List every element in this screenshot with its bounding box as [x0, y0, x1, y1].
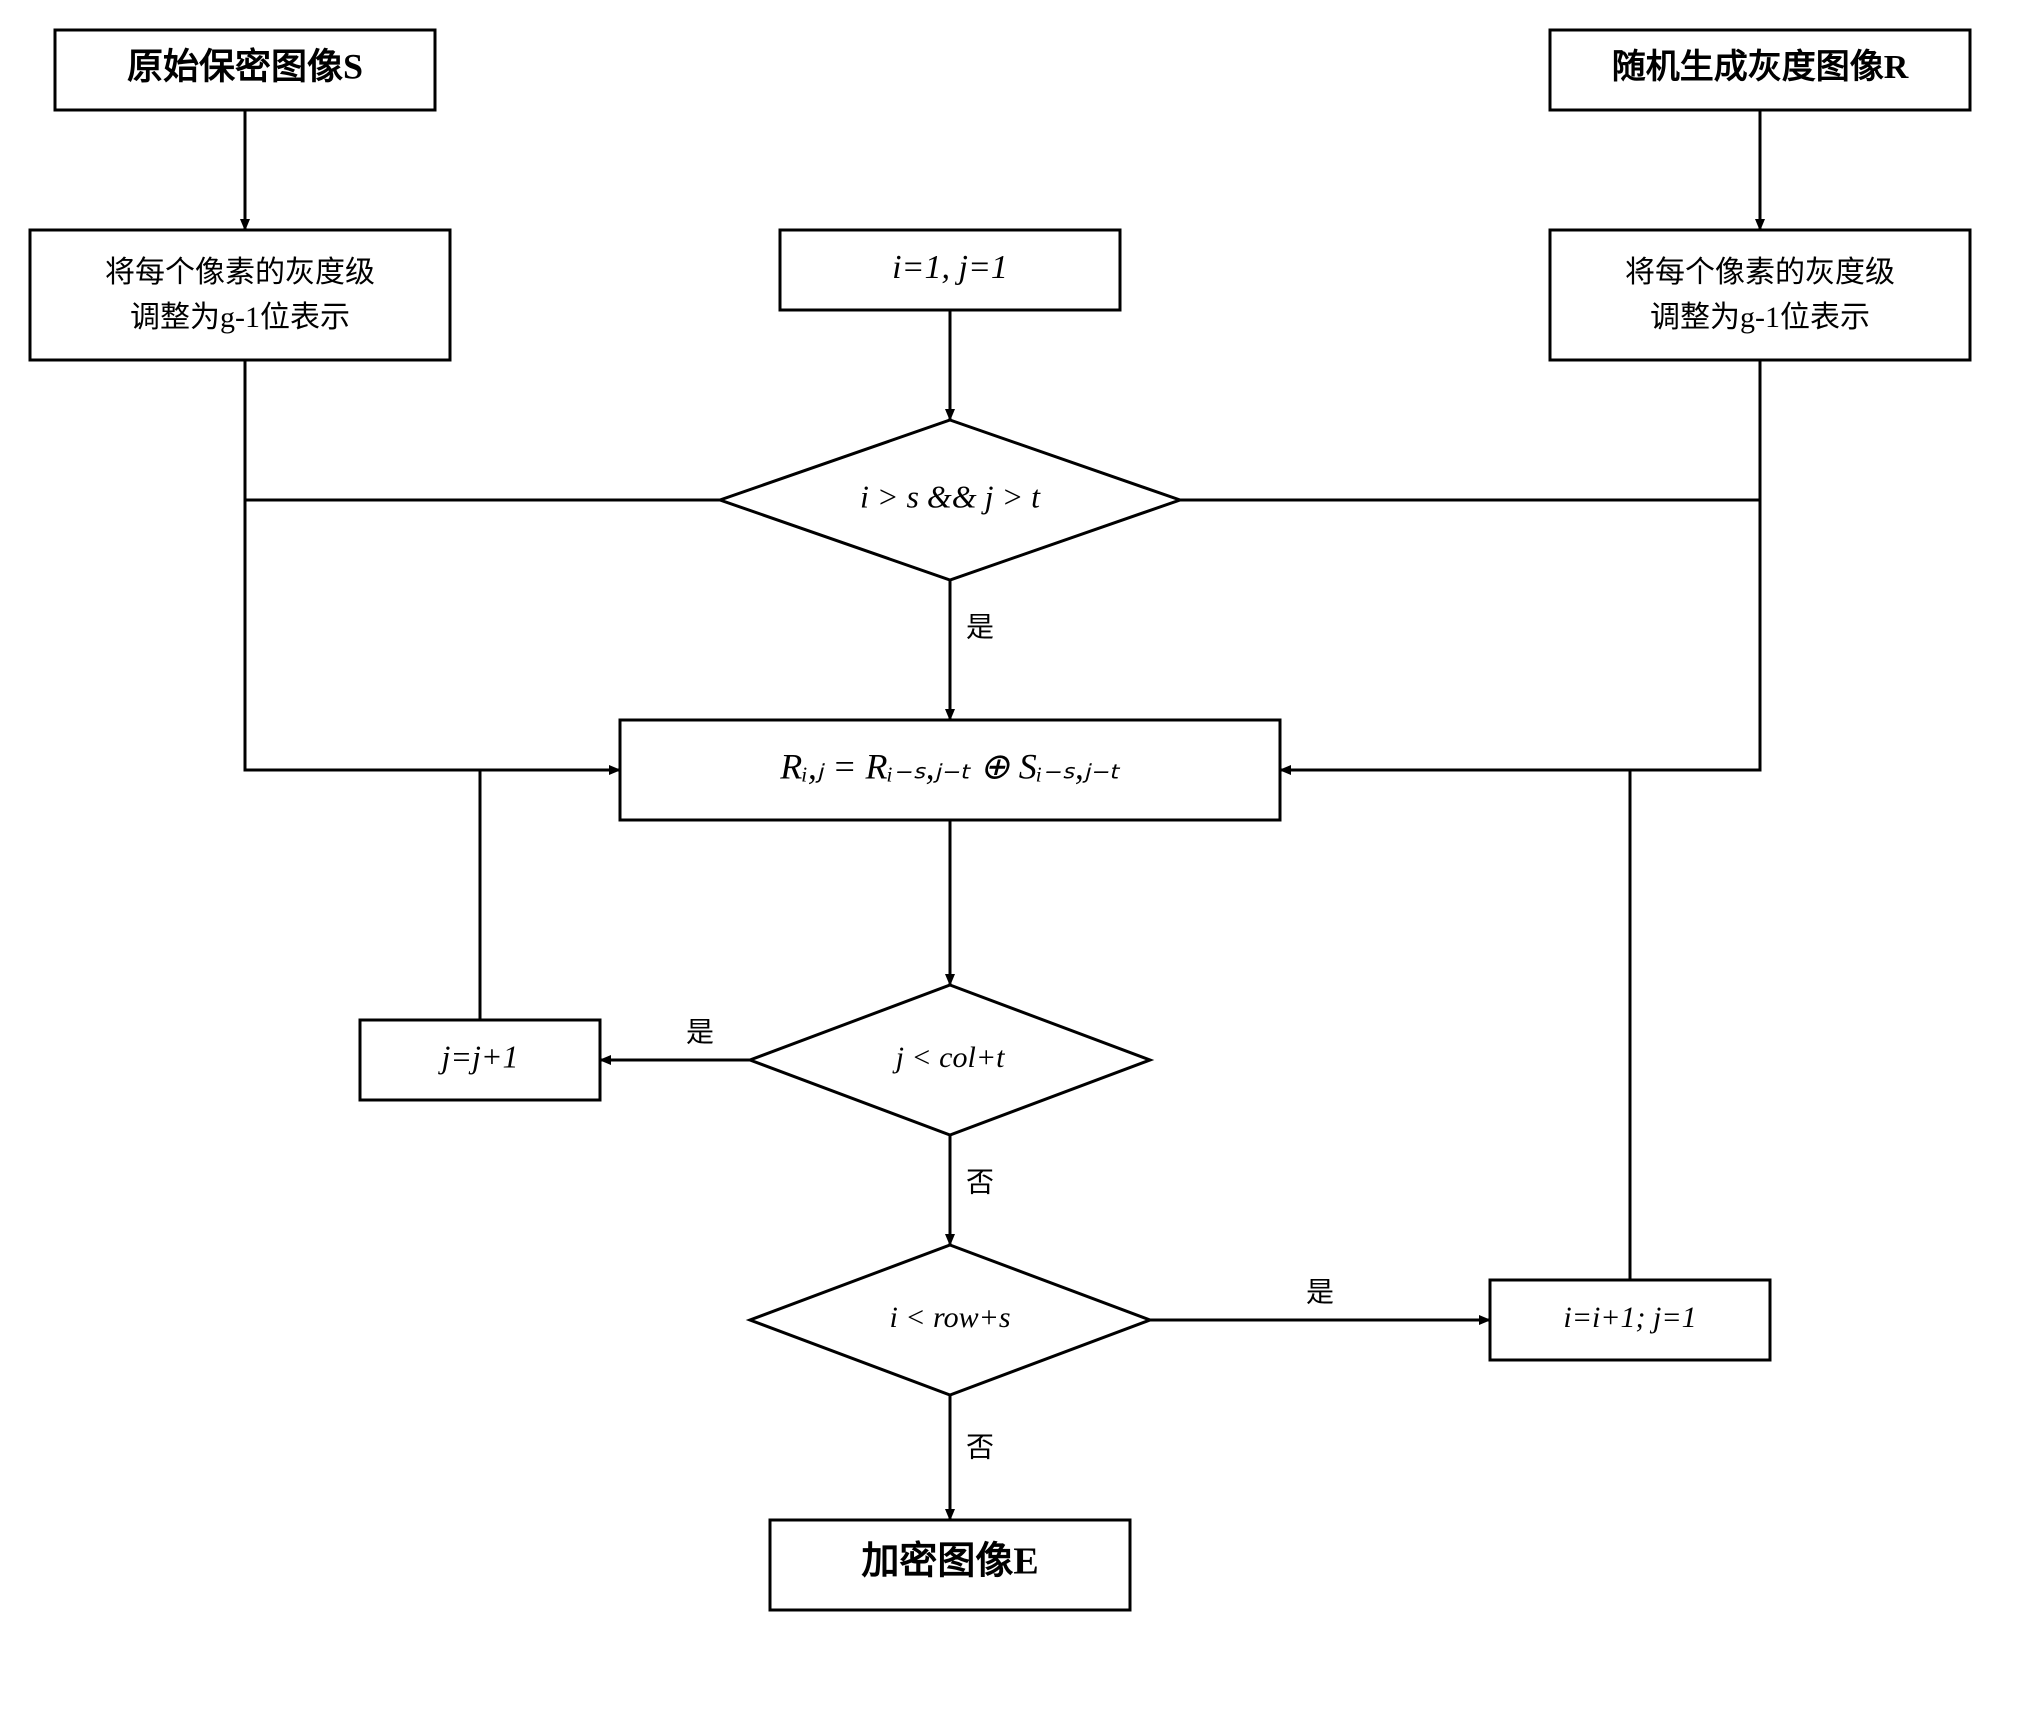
- label-n7: Rᵢ,ⱼ = Rᵢ₋ₛ,ⱼ₋ₜ ⊕ Sᵢ₋ₛ,ⱼ₋ₜ: [779, 746, 1121, 786]
- label-n5b: 调整为g-1位表示: [1650, 301, 1870, 334]
- label-n8: j < col+t: [892, 1041, 1005, 1074]
- label-n10: i < row+s: [889, 1301, 1010, 1334]
- label-n12: 加密图像E: [861, 1541, 1038, 1583]
- edge-label-n10-yes: 是: [1306, 1277, 1334, 1308]
- label-n6: i > s && j > t: [860, 478, 1041, 514]
- label-n9: j=j+1: [438, 1038, 519, 1074]
- label-n2: 随机生成灰度图像R: [1612, 48, 1909, 86]
- label-n1: 原始保密图像S: [127, 45, 363, 86]
- label-n5a: 将每个像素的灰度级: [1625, 256, 1895, 289]
- edge-label-n8-yes: 是: [686, 1017, 714, 1048]
- node-n5: [1550, 230, 1970, 360]
- flowchart: 原始保密图像S 随机生成灰度图像R 将每个像素的灰度级 调整为g-1位表示 i=…: [0, 0, 2028, 1731]
- edge-n3-n7: [245, 360, 620, 770]
- edge-label-n10-no: 否: [966, 1432, 994, 1463]
- node-n3: [30, 230, 450, 360]
- edge-label-n8-no: 否: [966, 1167, 994, 1198]
- label-n11: i=i+1; j=1: [1563, 1301, 1696, 1334]
- label-n4: i=1, j=1: [892, 249, 1008, 286]
- edge-n5-n7: [1280, 360, 1760, 770]
- label-n3a: 将每个像素的灰度级: [105, 256, 375, 289]
- edge-label-n6-yes: 是: [966, 612, 994, 643]
- label-n3b: 调整为g-1位表示: [130, 301, 350, 334]
